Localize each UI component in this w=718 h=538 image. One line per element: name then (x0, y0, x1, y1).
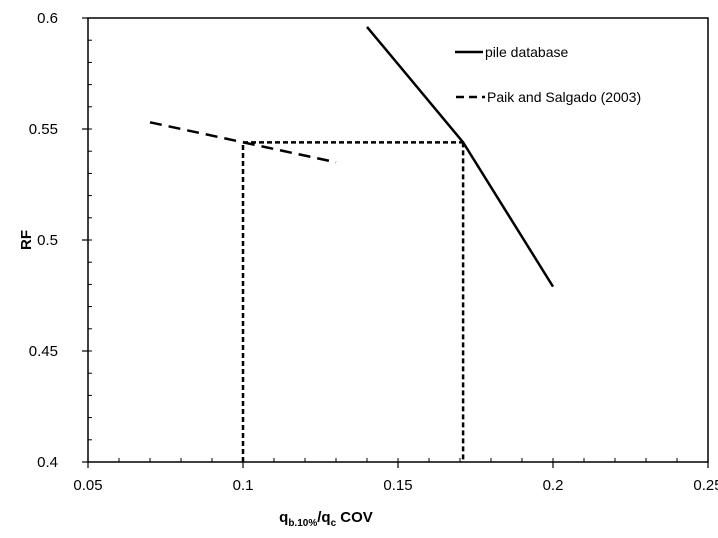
legend-label-pile-database: pile database (485, 44, 569, 60)
y-tick-label: 0.5 (37, 232, 58, 249)
y-tick-label: 0.55 (29, 121, 58, 138)
series-line-paik-and-salgado-2003 (149, 121, 337, 164)
reference-lines (241, 141, 465, 462)
x-axis-label-main: q (279, 509, 288, 526)
x-tick-label: 0.2 (543, 477, 564, 494)
x-axis-label: qb.10%/qc COV (279, 509, 373, 529)
major-ticks (82, 17, 709, 468)
x-axis-label-sub1: b.10% (288, 518, 317, 529)
x-tick-label: 0.05 (73, 477, 102, 494)
x-axis-label-mid: /q (317, 509, 330, 526)
series-line-pile-database (366, 26, 555, 288)
x-tick-label: 0.25 (693, 477, 718, 494)
plot-area-frame (87, 17, 709, 463)
y-tick-label: 0.6 (37, 10, 58, 27)
series-lines (149, 26, 555, 288)
legend: pile database Paik and Salgado (2003) (455, 44, 641, 105)
y-tick-label: 0.4 (37, 454, 58, 471)
x-axis-label-sub2: c (331, 518, 337, 529)
y-tick-label: 0.45 (29, 343, 58, 360)
y-axis-label: RF (18, 230, 35, 250)
x-tick-label: 0.15 (383, 477, 412, 494)
x-tick-labels: 0.05 0.1 0.15 0.2 0.25 (73, 477, 718, 494)
x-tick-label: 0.1 (233, 477, 254, 494)
legend-label-paik-salgado: Paik and Salgado (2003) (487, 89, 641, 105)
y-tick-labels: 0.4 0.45 0.5 0.55 0.6 (29, 10, 58, 471)
x-axis-label-tail: COV (336, 509, 373, 526)
